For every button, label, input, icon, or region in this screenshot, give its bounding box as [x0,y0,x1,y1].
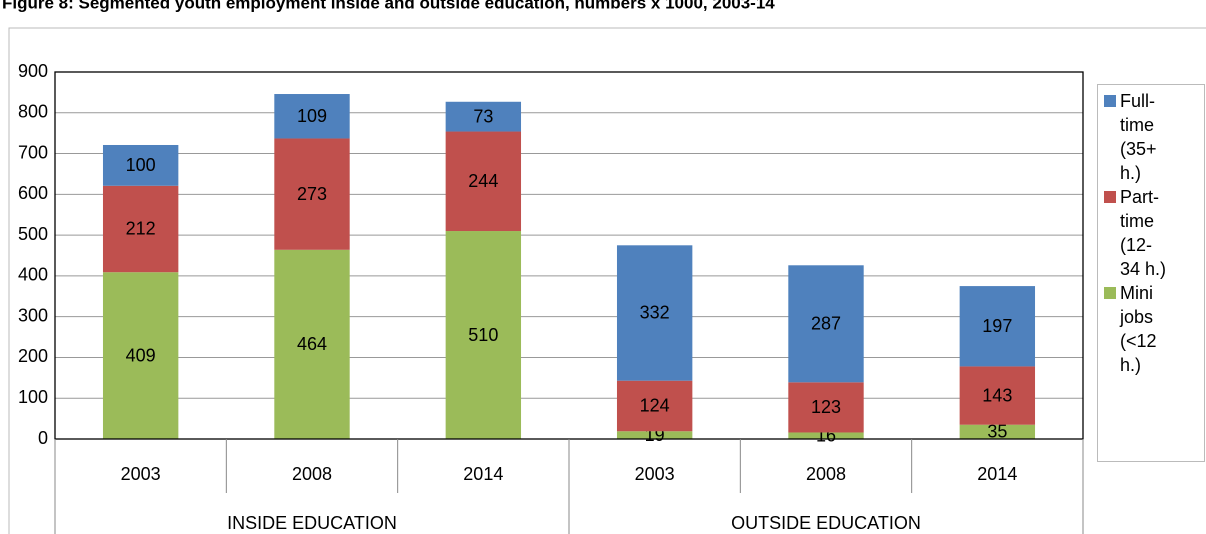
bar-segment [788,432,864,439]
data-label: 212 [126,219,156,239]
x-tick-label: 2003 [635,464,675,484]
bar-segment [274,249,350,439]
data-label: 123 [811,397,841,417]
bar-segment [274,138,350,250]
legend: Full-time (35+ h.) Part-time (12-34 h.) Mi… [1097,84,1205,462]
data-label: 143 [982,385,1012,405]
bar-segment [616,431,693,439]
data-label: 35 [987,422,1007,442]
data-label: 100 [126,155,156,175]
x-tick-label: 2014 [977,464,1017,484]
chart-title: Figure 8: Segmented youth employment ins… [2,0,775,12]
y-tick-label: 200 [18,346,48,366]
x-tick-label: 2008 [292,464,332,484]
x-tick-label: 2008 [806,464,846,484]
y-tick-label: 500 [18,224,48,244]
legend-item: Part-time (12-34 h.) [1104,185,1198,281]
bar-segment [102,144,179,186]
bar-segment [274,94,350,139]
bar-segment [445,131,522,232]
data-label: 73 [473,106,493,126]
y-tick-label: 100 [18,387,48,407]
data-label: 464 [297,334,327,354]
data-label: 332 [640,303,670,323]
bar-segment [616,380,693,432]
bar-segment [616,245,693,381]
legend-swatch [1104,287,1116,299]
data-label: 109 [297,106,327,126]
bar-segment [788,382,864,433]
legend-swatch [1104,95,1116,107]
y-tick-label: 400 [18,265,48,285]
data-label: 409 [126,345,156,365]
data-label: 197 [982,316,1012,336]
legend-item: Mini jobs (<12 h.) [1104,281,1198,377]
group-label: INSIDE EDUCATION [227,513,397,533]
y-tick-label: 300 [18,305,48,325]
y-tick-label: 700 [18,142,48,162]
legend-label: Mini jobs (<12 h.) [1120,283,1157,375]
bar-segment [788,265,864,383]
y-tick-label: 600 [18,183,48,203]
bar-segment [959,366,1036,425]
bar-segment [959,424,1036,439]
data-label: 124 [640,396,670,416]
group-label: OUTSIDE EDUCATION [731,513,921,533]
chart-border [8,27,1206,534]
plot-border [54,71,1084,440]
bar-segment [959,286,1036,367]
data-label: 244 [468,171,498,191]
legend-item: Full-time (35+ h.) [1104,89,1198,185]
data-label: 510 [468,325,498,345]
bar-segment [445,231,522,439]
legend-swatch [1104,191,1116,203]
y-tick-label: 0 [38,428,48,448]
bar-segment [445,101,522,132]
x-tick-label: 2014 [463,464,503,484]
legend-label: Part-time (12-34 h.) [1120,187,1167,279]
bar-segment [102,272,179,439]
x-tick-label: 2003 [121,464,161,484]
bar-segment [102,185,179,273]
y-tick-label: 900 [18,61,48,81]
data-label: 273 [297,184,327,204]
y-tick-label: 800 [18,102,48,122]
legend-label: Full-time (35+ h.) [1120,91,1157,183]
data-label: 287 [811,314,841,334]
